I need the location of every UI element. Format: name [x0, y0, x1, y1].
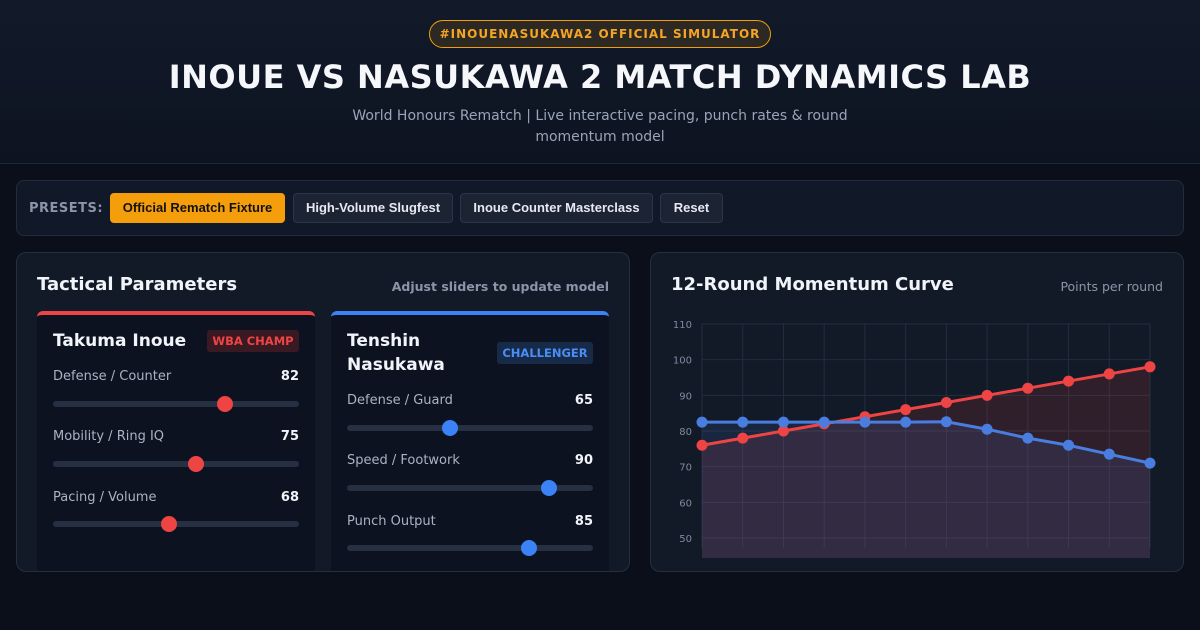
- momentum-line-chart: 50 60 70 80 90 100 110: [673, 320, 1156, 558]
- slider-value: 82: [280, 369, 299, 384]
- fighter-name: Takuma Inoue: [53, 331, 187, 351]
- preset-high-volume-button[interactable]: High-Volume Slugfest: [293, 193, 453, 223]
- series-area-1: [702, 366, 1150, 558]
- chart-title: 12-Round Momentum Curve: [671, 274, 954, 295]
- series-2-point: [1063, 439, 1075, 451]
- series-line-1: [701, 365, 1151, 447]
- y-tick-label: 50: [679, 534, 692, 545]
- fighter-card-nasukawa: Tenshin Nasukawa CHALLENGER Defense / Gu…: [331, 311, 609, 571]
- fighter-name: Tenshin Nasukawa: [347, 331, 445, 375]
- preset-reset-button[interactable]: Reset: [660, 193, 723, 223]
- slider-label: Speed / Footwork: [347, 453, 460, 468]
- slider-handle[interactable]: [217, 396, 234, 412]
- slider-label: Pacing / Volume: [53, 490, 157, 505]
- chart-unit-note: Points per round: [1060, 279, 1163, 294]
- series-2-point: [900, 416, 912, 428]
- preset-official-rematch-button[interactable]: Official Rematch Fixture: [110, 193, 285, 223]
- slider-handle[interactable]: [160, 516, 177, 532]
- tactical-parameters-panel: Tactical Parameters Adjust sliders to up…: [16, 252, 630, 572]
- y-tick-label: 110: [673, 320, 692, 331]
- mobility-ring-iq-slider[interactable]: [53, 456, 299, 472]
- momentum-chart-panel: 12-Round Momentum Curve Points per round…: [650, 252, 1184, 572]
- slider-handle[interactable]: [540, 480, 557, 496]
- challenger-tag: CHALLENGER: [497, 342, 593, 364]
- series-2-point: [737, 416, 749, 428]
- punch-output-slider[interactable]: [347, 540, 593, 556]
- preset-counter-masterclass-button[interactable]: Inoue Counter Masterclass: [460, 193, 653, 223]
- presets-label: PRESETS:: [29, 201, 104, 216]
- slider-handle[interactable]: [521, 540, 538, 556]
- slider-handle[interactable]: [442, 420, 459, 436]
- series-2-point: [1022, 432, 1034, 444]
- series-1-point: [696, 439, 708, 451]
- slider-label: Punch Output: [347, 514, 436, 529]
- series-2-point: [981, 423, 993, 435]
- series-2-point: [696, 416, 708, 428]
- panel-note: Adjust sliders to update model: [391, 279, 609, 294]
- page-subtitle: World Honours Rematch | Live interactive…: [352, 108, 848, 145]
- series-2-point: [1103, 448, 1115, 460]
- series-2-point: [818, 416, 830, 428]
- page-title: INOUE VS NASUKAWA 2 MATCH DYNAMICS LAB: [168, 58, 1032, 96]
- slider-value: 90: [574, 453, 593, 468]
- y-tick-label: 60: [679, 498, 692, 509]
- presets-bar: PRESETS: Official Rematch Fixture High-V…: [16, 180, 1184, 236]
- series-1-point: [737, 432, 749, 444]
- slider-value: 68: [280, 490, 299, 505]
- slider-value: 85: [574, 514, 593, 529]
- series-2-point: [777, 416, 789, 428]
- slider-label: Mobility / Ring IQ: [53, 429, 165, 444]
- fighter-card-inoue: Takuma Inoue WBA CHAMP Defense / Counter…: [37, 311, 315, 571]
- slider-label: Defense / Counter: [53, 369, 172, 384]
- simulator-badge: #INOUENASUKAWA2 OFFICIAL SIMULATOR: [429, 20, 771, 48]
- series-1-point: [777, 425, 789, 437]
- series-2-point: [940, 416, 952, 428]
- series-2-point: [1144, 457, 1156, 469]
- pacing-volume-slider[interactable]: [53, 516, 299, 532]
- series-1-point: [1144, 361, 1156, 373]
- y-tick-label: 100: [673, 356, 692, 367]
- series-1-point: [1103, 368, 1115, 380]
- panel-title: Tactical Parameters: [37, 274, 238, 295]
- series-1-point: [900, 404, 912, 416]
- slider-value: 65: [574, 393, 593, 408]
- series-1-point: [981, 389, 993, 401]
- hero-header: #INOUENASUKAWA2 OFFICIAL SIMULATOR INOUE…: [0, 0, 1200, 164]
- champion-tag: WBA CHAMP: [207, 330, 299, 352]
- y-tick-label: 80: [679, 427, 692, 438]
- series-1-point: [1022, 382, 1034, 394]
- speed-footwork-slider[interactable]: [347, 480, 593, 496]
- series-1-point: [1063, 375, 1075, 387]
- slider-handle[interactable]: [187, 456, 204, 472]
- slider-label: Defense / Guard: [347, 393, 453, 408]
- series-1-point: [940, 396, 952, 408]
- defense-guard-slider[interactable]: [347, 420, 593, 436]
- defense-counter-slider[interactable]: [53, 396, 299, 412]
- series-line-2: [702, 420, 1151, 465]
- series-area-2: [702, 421, 1150, 558]
- series-2-point: [859, 416, 871, 428]
- slider-value: 75: [280, 429, 299, 444]
- y-tick-label: 90: [679, 391, 692, 402]
- y-tick-label: 70: [679, 463, 692, 474]
